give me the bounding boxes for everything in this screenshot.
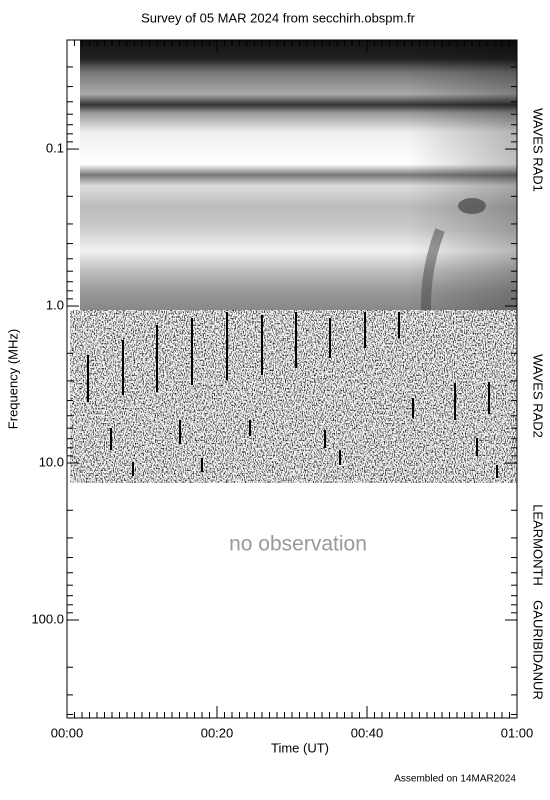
- x-tick-label: 01:00: [501, 725, 534, 740]
- instrument-label: WAVES RAD1: [531, 108, 546, 192]
- chart-title: Survey of 05 MAR 2024 from secchirh.obsp…: [141, 10, 416, 25]
- x-tick-label: 00:20: [201, 725, 234, 740]
- x-tick-label: 00:00: [51, 725, 84, 740]
- y-tick-label: 10.0: [39, 454, 64, 469]
- no-observation-note: no observation: [229, 533, 367, 556]
- y-tick-label: 1.0: [46, 297, 64, 312]
- footer: Assembled on 14MAR2024: [394, 774, 516, 785]
- instrument-label: LEARMONTH: [531, 504, 546, 586]
- y-tick-label: 100.0: [31, 611, 64, 626]
- y-axis-label: Frequency (MHz): [5, 329, 20, 429]
- spectrum-rad2: [70, 310, 517, 483]
- instrument-label: GAURIBIDANUR: [531, 600, 546, 700]
- y-tick-label: 0.1: [46, 140, 64, 155]
- spectrum-rad1: [80, 40, 517, 311]
- x-tick-label: 00:40: [351, 725, 384, 740]
- instrument-label: WAVES RAD2: [531, 354, 546, 438]
- x-axis-label: Time (UT): [271, 740, 329, 755]
